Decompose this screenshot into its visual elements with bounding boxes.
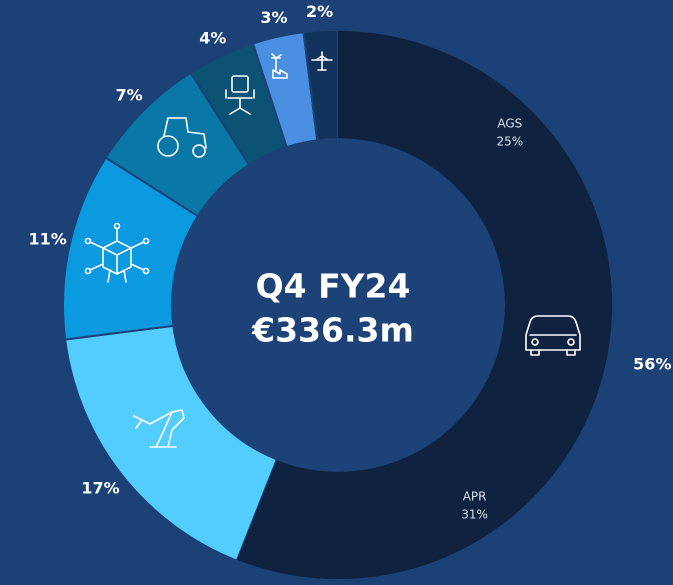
plane-icon [311, 51, 333, 71]
sub-segment [338, 31, 612, 305]
robot-icon [133, 409, 185, 448]
cube-icon [84, 222, 150, 283]
segment-label: 56% [633, 354, 671, 373]
segment-label: 17% [81, 479, 119, 498]
chair-icon [225, 75, 255, 115]
factory-icon [271, 53, 288, 79]
segment-label: 7% [115, 86, 142, 105]
car-icon [525, 315, 581, 356]
sub-segment-label: 31% [461, 507, 488, 521]
center-title: Q4 FY24 [256, 267, 411, 306]
center-subtitle: €336.3m [251, 311, 414, 350]
segment-label: 2% [306, 2, 333, 21]
segment-label: 3% [260, 8, 287, 27]
sub-segment-name: AGS [497, 117, 522, 131]
sub-segment-label: 25% [496, 135, 523, 149]
tractor-icon [157, 117, 207, 158]
sub-segment [237, 305, 613, 579]
donut-hole [172, 139, 504, 471]
segment-label: 11% [29, 230, 67, 249]
segment-label: 4% [199, 28, 226, 47]
sub-segment-name: APR [463, 489, 487, 503]
segments [62, 28, 614, 581]
